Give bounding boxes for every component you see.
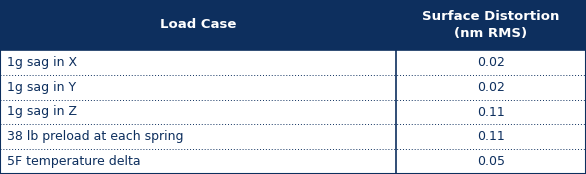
Bar: [396, 0, 586, 50]
Bar: [396, 124, 586, 149]
Text: 1g sag in Z: 1g sag in Z: [7, 105, 77, 118]
Text: 1g sag in X: 1g sag in X: [7, 56, 77, 69]
Text: 0.11: 0.11: [477, 105, 505, 118]
Bar: [0, 100, 396, 124]
Text: 0.02: 0.02: [477, 56, 505, 69]
Bar: [396, 50, 586, 75]
Bar: [0, 50, 396, 75]
Bar: [396, 149, 586, 174]
Bar: [0, 75, 396, 100]
Bar: [0, 149, 396, 174]
Bar: [396, 100, 586, 124]
Text: Load Case: Load Case: [159, 18, 236, 31]
Bar: [0, 124, 396, 149]
Bar: [0, 0, 396, 50]
Text: 0.11: 0.11: [477, 130, 505, 143]
Text: 5F temperature delta: 5F temperature delta: [7, 155, 141, 168]
Text: 0.05: 0.05: [477, 155, 505, 168]
Text: 1g sag in Y: 1g sag in Y: [7, 81, 76, 94]
Bar: [396, 75, 586, 100]
Text: 38 lb preload at each spring: 38 lb preload at each spring: [7, 130, 183, 143]
Text: 0.02: 0.02: [477, 81, 505, 94]
Text: Surface Distortion
(nm RMS): Surface Distortion (nm RMS): [422, 10, 560, 41]
